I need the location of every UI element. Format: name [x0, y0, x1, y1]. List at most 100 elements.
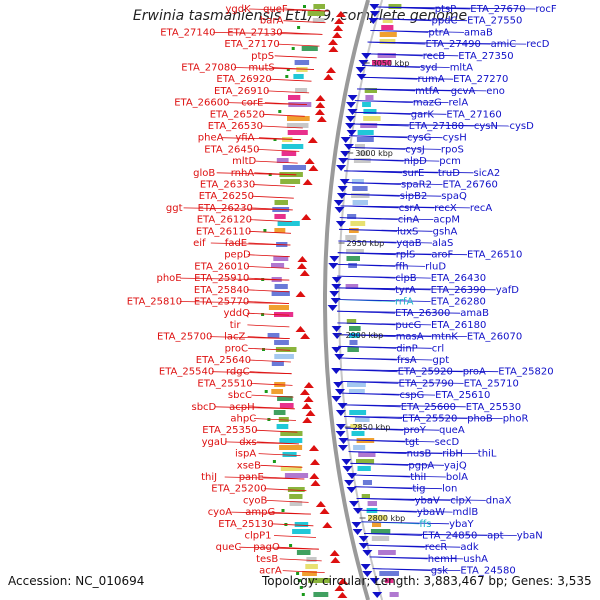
gene-label-right[interactable]: thiL: [478, 449, 497, 460]
gene-label-left[interactable]: ETA_26110: [196, 226, 251, 237]
gene-label-left[interactable]: ETA_26600: [174, 98, 229, 109]
gene-label-left[interactable]: dxs: [239, 437, 256, 448]
gene-label-right[interactable]: hemH: [428, 554, 458, 565]
gene-label-right[interactable]: gshA: [433, 226, 458, 237]
gene-label-right[interactable]: ETA_27550: [467, 16, 522, 27]
gene-label-right[interactable]: ETA_26300: [395, 308, 450, 319]
gene-label-left[interactable]: ETA_26910: [214, 86, 269, 97]
gene-label-right[interactable]: gpt: [433, 355, 450, 366]
gene-label-right[interactable]: ybaY: [449, 519, 474, 530]
gene-label-right[interactable]: amiC: [491, 39, 517, 50]
gene-label-right[interactable]: ETA_26070: [467, 332, 522, 343]
gene-label-right[interactable]: ETA_27270: [453, 74, 508, 85]
gene-label-right[interactable]: ptsP: [435, 4, 457, 15]
gene-label-right[interactable]: amaB: [460, 308, 489, 319]
gene-label-right[interactable]: ribH: [442, 449, 463, 460]
gene-label-right[interactable]: ETA_26280: [431, 297, 486, 308]
gene-label-right[interactable]: luxS: [397, 226, 418, 237]
gene-label-left[interactable]: ispA: [235, 449, 256, 460]
gene-label-right[interactable]: cysD: [510, 121, 535, 132]
gene-label-right[interactable]: cspG: [400, 390, 425, 401]
gene-label-left[interactable]: ETA_26530: [208, 121, 263, 132]
gene-label-right[interactable]: garK: [411, 109, 435, 120]
gene-label-left[interactable]: panE: [239, 472, 264, 483]
gene-label-right[interactable]: ushA: [463, 554, 488, 565]
gene-label-right[interactable]: clpB: [395, 273, 417, 284]
gene-label-right[interactable]: mdlB: [453, 507, 479, 518]
gene-label-left[interactable]: gloB: [193, 168, 215, 179]
gene-label-right[interactable]: recR: [425, 542, 448, 553]
gene-label-right[interactable]: ETA_26510: [467, 250, 522, 261]
gene-label-right[interactable]: amaB: [464, 27, 493, 38]
gene-label-right[interactable]: thiI: [410, 472, 426, 483]
gene-label-left[interactable]: ggt: [166, 203, 183, 214]
gene-label-right[interactable]: rluD: [425, 261, 446, 272]
gene-label-right[interactable]: recA: [470, 203, 493, 214]
gene-label-right[interactable]: bolA: [446, 472, 468, 483]
gene-label-left[interactable]: acpH: [229, 402, 255, 413]
gene-label-left[interactable]: ETA_25510: [197, 378, 252, 389]
gene-label-right[interactable]: ETA_24580: [460, 566, 515, 577]
gene-label-left[interactable]: ETA_25700: [157, 332, 212, 343]
gene-label-right[interactable]: ETA_26430: [431, 273, 486, 284]
gene-label-right[interactable]: spaQ: [441, 191, 467, 202]
gene-label-right[interactable]: eno: [486, 86, 505, 97]
gene-label-right[interactable]: recD: [526, 39, 550, 50]
gene-label-left[interactable]: rnhA: [231, 168, 255, 179]
gene-label-left[interactable]: ETA_25770: [194, 297, 249, 308]
gene-label-right[interactable]: relA: [449, 98, 469, 109]
gene-label-right[interactable]: lon: [442, 484, 457, 495]
gene-label-left[interactable]: pepD: [224, 250, 251, 261]
gene-label-right[interactable]: cysH: [443, 133, 467, 144]
gene-label-left[interactable]: queC: [216, 542, 242, 553]
gene-label-right[interactable]: ETA_25710: [464, 378, 519, 389]
gene-label-left[interactable]: ETA_27170: [224, 39, 279, 50]
gene-label-right[interactable]: yqaB: [396, 238, 421, 249]
gene-label-left[interactable]: cyoB: [243, 495, 268, 506]
gene-label-left[interactable]: ETA_26230: [198, 203, 253, 214]
gene-label-right[interactable]: surE: [402, 168, 424, 179]
gene-label-right[interactable]: phoB: [467, 414, 493, 425]
gene-label-left[interactable]: acrA: [259, 566, 282, 577]
gene-label-left[interactable]: thiJ: [201, 472, 217, 483]
gene-label-left[interactable]: ETA_25810: [127, 297, 182, 308]
gene-label-left[interactable]: tir: [230, 320, 242, 331]
gene-label-right[interactable]: ETA_24850: [422, 531, 477, 542]
gene-label-right[interactable]: recX: [434, 203, 457, 214]
gene-label-left[interactable]: queF: [263, 4, 288, 15]
gene-label-right[interactable]: frsA: [397, 355, 417, 366]
gene-label-right[interactable]: gsk: [431, 566, 449, 577]
gene-label-left[interactable]: ETA_25540: [159, 367, 214, 378]
gene-label-left[interactable]: ETA_25910: [194, 273, 249, 284]
gene-label-left[interactable]: xseB: [237, 460, 261, 471]
gene-label-left[interactable]: tesB: [256, 554, 278, 565]
gene-label-right[interactable]: cinA: [398, 215, 420, 226]
gene-label-left[interactable]: ETA_26120: [197, 215, 252, 226]
gene-label-right[interactable]: mltA: [450, 63, 473, 74]
gene-label-left[interactable]: ETA_25350: [202, 425, 257, 436]
gene-label-left[interactable]: rdgC: [226, 367, 250, 378]
gene-label-right[interactable]: pucG: [395, 320, 421, 331]
gene-label-right[interactable]: ybaV: [415, 495, 440, 506]
gene-label-right[interactable]: mtfA: [415, 86, 439, 97]
gene-label-left[interactable]: ETA_26250: [199, 191, 254, 202]
gene-label-right[interactable]: crl: [432, 343, 444, 354]
gene-label-left[interactable]: ETA_27080: [181, 63, 236, 74]
gene-label-right[interactable]: apt: [487, 531, 503, 542]
gene-label-left[interactable]: yfiA: [235, 133, 254, 144]
gene-label-right[interactable]: rocF: [535, 4, 557, 15]
gene-label-right[interactable]: acpM: [433, 215, 460, 226]
gene-label-left[interactable]: ETA_25640: [196, 355, 251, 366]
gene-label-right[interactable]: cysJ: [405, 144, 425, 155]
gene-label-right[interactable]: spaR2: [401, 180, 432, 191]
gene-label-right[interactable]: pgpA: [408, 460, 434, 471]
gene-label-right[interactable]: ETA_25920: [398, 367, 453, 378]
gene-label-left[interactable]: ptpS: [251, 51, 274, 62]
gene-label-right[interactable]: ETA_27490: [426, 39, 481, 50]
gene-label-right[interactable]: truD: [438, 168, 460, 179]
gene-label-right[interactable]: nlpD: [404, 156, 427, 167]
gene-label-right[interactable]: ppdC: [432, 16, 458, 27]
gene-label-left[interactable]: ETA_26520: [210, 109, 265, 120]
gene-label-left[interactable]: clpP1: [245, 531, 272, 542]
gene-label-right[interactable]: ETA_26180: [431, 320, 486, 331]
